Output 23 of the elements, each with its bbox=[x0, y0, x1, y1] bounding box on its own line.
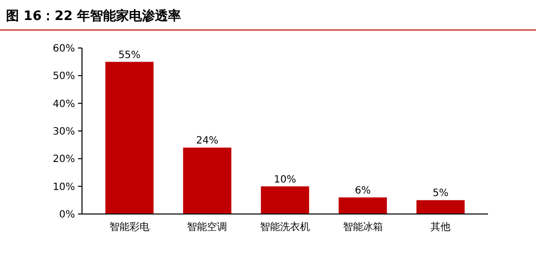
x-tick-label: 智能洗衣机 bbox=[260, 221, 310, 233]
x-tick-label: 智能冰箱 bbox=[342, 221, 383, 233]
data-label: 5% bbox=[432, 188, 448, 200]
bar bbox=[260, 186, 310, 214]
bar bbox=[416, 200, 465, 214]
x-tick-label: 智能空调 bbox=[187, 221, 228, 233]
bar bbox=[105, 62, 154, 214]
y-tick-label: 50% bbox=[52, 71, 75, 82]
data-label: 6% bbox=[354, 185, 371, 196]
x-tick-label: 其他 bbox=[430, 221, 451, 233]
y-tick-label: 30% bbox=[52, 126, 75, 138]
y-tick-label: 10% bbox=[52, 182, 75, 193]
data-label: 24% bbox=[196, 136, 218, 147]
y-tick-label: 0% bbox=[59, 210, 75, 220]
bar bbox=[183, 148, 232, 214]
y-tick-label: 20% bbox=[52, 154, 75, 166]
y-tick-label: 60% bbox=[52, 44, 75, 54]
bar bbox=[338, 197, 387, 214]
x-tick-label: 智能彩电 bbox=[109, 221, 150, 233]
data-label: 10% bbox=[274, 174, 296, 186]
data-label: 55% bbox=[118, 50, 141, 61]
chart-title: 图 16：22 年智能家电渗透率 bbox=[6, 8, 182, 24]
y-tick-label: 40% bbox=[52, 98, 75, 110]
